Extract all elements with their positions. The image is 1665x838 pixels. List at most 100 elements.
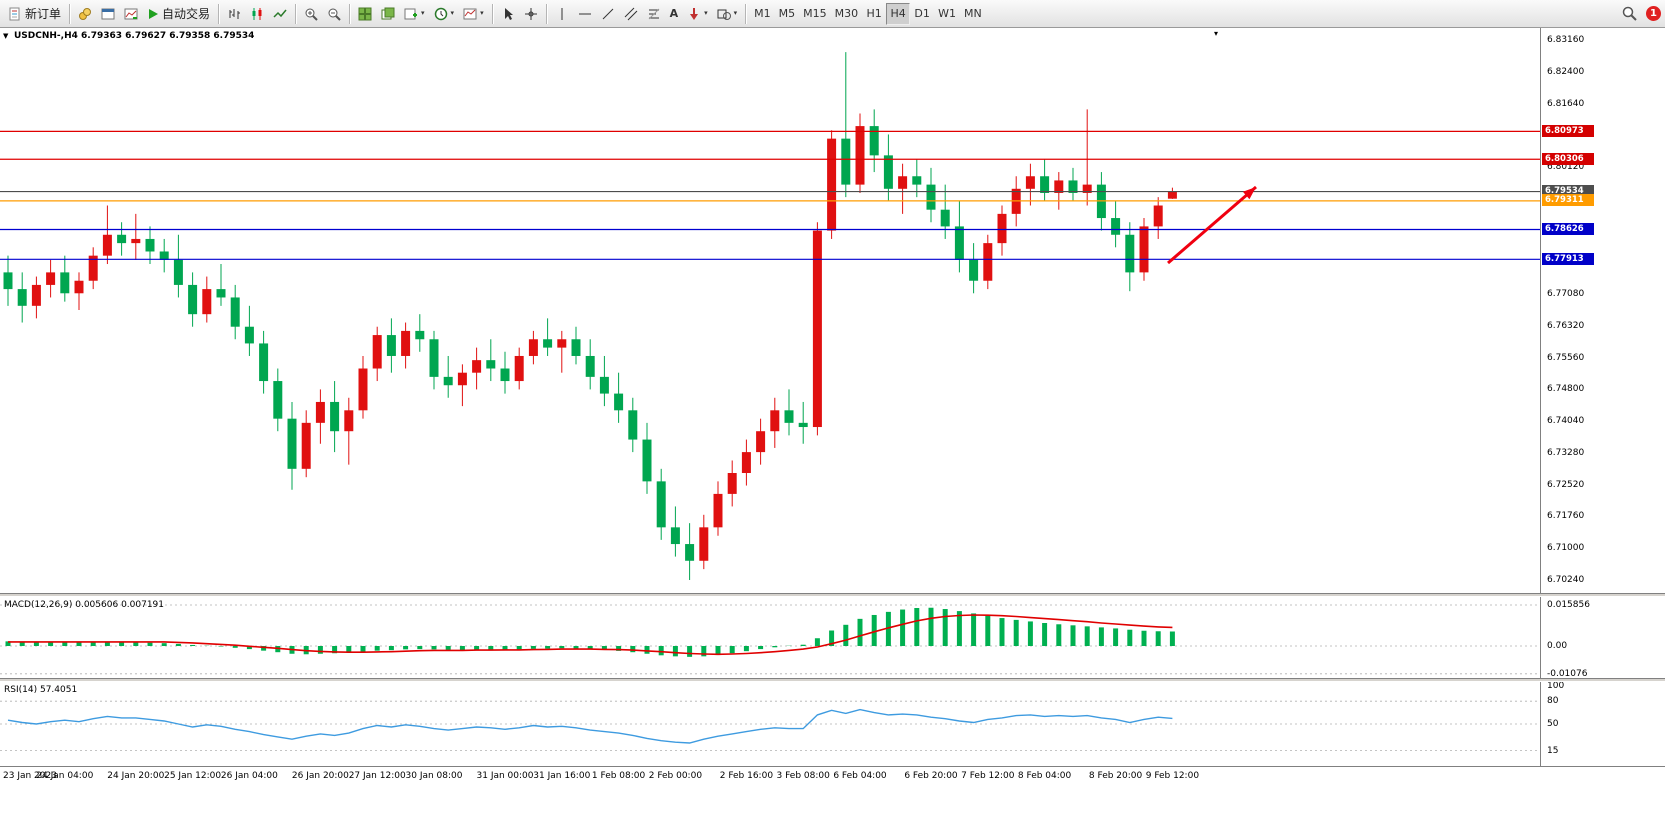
candle [656, 468, 666, 540]
candle [1082, 109, 1092, 206]
chart-shift-marker-icon[interactable]: ▾ [1214, 29, 1219, 38]
candle [273, 368, 283, 432]
candle [969, 243, 979, 294]
trendline-tool-button[interactable] [597, 3, 619, 25]
channel-tool-button[interactable] [620, 3, 642, 25]
candle [230, 284, 240, 340]
time-axis-label: 6 Feb 04:00 [833, 771, 887, 781]
period-button[interactable]: ▾ [430, 3, 459, 25]
fibonacci-icon [647, 7, 661, 21]
notification-badge[interactable]: 1 [1646, 6, 1661, 21]
new-order-icon [8, 7, 22, 21]
price-panel[interactable] [0, 28, 1540, 597]
clock-icon [434, 7, 448, 21]
candle [614, 372, 624, 423]
market-watch-button[interactable] [74, 3, 96, 25]
text-icon: A [669, 7, 679, 20]
hline-tool-button[interactable] [574, 3, 596, 25]
tile-windows-button[interactable] [354, 3, 376, 25]
timeframe-mn[interactable]: MN [960, 3, 986, 25]
template-icon [463, 7, 477, 21]
trend-arrow[interactable] [1167, 185, 1257, 265]
candle [940, 184, 950, 239]
candle [727, 460, 737, 507]
rsi-line [7, 708, 1173, 744]
zoom-out-icon [327, 7, 341, 21]
price-axis[interactable]: 6.831606.824006.816406.808806.801206.793… [1540, 28, 1665, 766]
timeframe-m15[interactable]: M15 [799, 3, 831, 25]
chart-bars-button[interactable] [223, 3, 245, 25]
time-axis[interactable]: 23 Jan 2023 24 Jan 04:00 24 Jan 20:00 25 Ja… [0, 766, 1665, 793]
candle [798, 401, 808, 444]
zoom-in-button[interactable] [300, 3, 322, 25]
separator [545, 3, 547, 24]
time-axis-label: 24 Jan 20:00 [107, 771, 165, 781]
candle [386, 318, 396, 373]
panel-resizer[interactable] [0, 678, 1665, 682]
cursor-button[interactable] [497, 3, 519, 25]
time-axis-label: 31 Jan 00:00 [476, 771, 534, 781]
candle [244, 305, 254, 356]
price-axis-label: 6.77080 [1547, 289, 1585, 300]
new-chart-button[interactable]: ▾ [400, 3, 429, 25]
symbol-ohlc-label: USDCNH-,H4 6.79363 6.79627 6.79358 6.795… [14, 31, 254, 41]
time-axis-label: 9 Feb 12:00 [1145, 771, 1200, 781]
time-axis-label: 27 Jan 12:00 [348, 771, 406, 781]
candle [500, 351, 510, 394]
chart-candles-button[interactable] [246, 3, 268, 25]
text-tool-button[interactable]: A [666, 3, 683, 25]
candle [358, 355, 368, 419]
candle [543, 318, 553, 356]
chart-line-button[interactable] [269, 3, 291, 25]
panel-resizer[interactable] [0, 593, 1665, 597]
timeframe-group: M1 M5 M15 M30 H1 H4 D1 W1 MN [750, 2, 986, 25]
separator [69, 3, 71, 24]
price-axis-label: 6.71760 [1547, 511, 1585, 522]
macd-label: MACD(12,26,9) 0.005606 0.007191 [4, 600, 164, 610]
price-axis-label: 6.72520 [1547, 479, 1585, 490]
chevron-down-icon: ▾ [450, 9, 455, 17]
arrows-tool-button[interactable]: ▾ [683, 3, 712, 25]
separator [218, 3, 220, 24]
candle [216, 264, 226, 306]
template-button[interactable]: ▾ [459, 3, 488, 25]
price-axis-label: 6.81640 [1547, 98, 1585, 109]
macd-axis-label: 0.00 [1547, 641, 1568, 651]
fibonacci-tool-button[interactable] [643, 3, 665, 25]
vline-tool-button[interactable] [551, 3, 573, 25]
shapes-tool-button[interactable]: ▾ [713, 3, 742, 25]
chart-plus-icon [124, 7, 138, 21]
macd-axis-label: -0.01076 [1547, 668, 1588, 679]
chevron-down-icon: ▾ [480, 9, 484, 17]
macd-panel[interactable] [0, 597, 1540, 679]
rsi-axis-label: 100 [1547, 681, 1565, 691]
timeframe-d1[interactable]: D1 [910, 3, 934, 25]
rsi-name: RSI(14) [4, 685, 38, 695]
autotrade-button[interactable]: 自动交易 [143, 3, 214, 25]
timeframe-m1[interactable]: M1 [750, 3, 775, 25]
navigator-button[interactable] [120, 3, 142, 25]
timeframe-h4[interactable]: H4 [886, 2, 911, 25]
crosshair-button[interactable] [520, 3, 542, 25]
price-axis-label: 6.83160 [1547, 35, 1585, 45]
candle [557, 330, 567, 373]
zoom-out-button[interactable] [323, 3, 345, 25]
separator [349, 3, 351, 24]
candle [1040, 159, 1050, 202]
collapse-triangle-icon[interactable]: ▼ [3, 32, 9, 40]
macd-name: MACD(12,26,9) [4, 600, 73, 610]
timeframe-h1[interactable]: H1 [862, 3, 886, 25]
price-axis-label: 6.74800 [1547, 384, 1585, 395]
search-button[interactable] [1618, 3, 1641, 25]
time-axis-label: 8 Feb 20:00 [1088, 771, 1143, 781]
timeframe-w1[interactable]: W1 [934, 3, 960, 25]
candle [188, 272, 198, 327]
timeframe-m5[interactable]: M5 [775, 3, 800, 25]
rsi-panel[interactable] [0, 682, 1540, 766]
price-badge: 6.79311 [1542, 194, 1594, 207]
time-axis-label: 6 Feb 20:00 [904, 771, 958, 781]
timeframe-m30[interactable]: M30 [831, 3, 863, 25]
cascade-windows-button[interactable] [377, 3, 399, 25]
new-order-button[interactable]: 新订单 [4, 3, 65, 25]
data-window-button[interactable] [97, 3, 119, 25]
